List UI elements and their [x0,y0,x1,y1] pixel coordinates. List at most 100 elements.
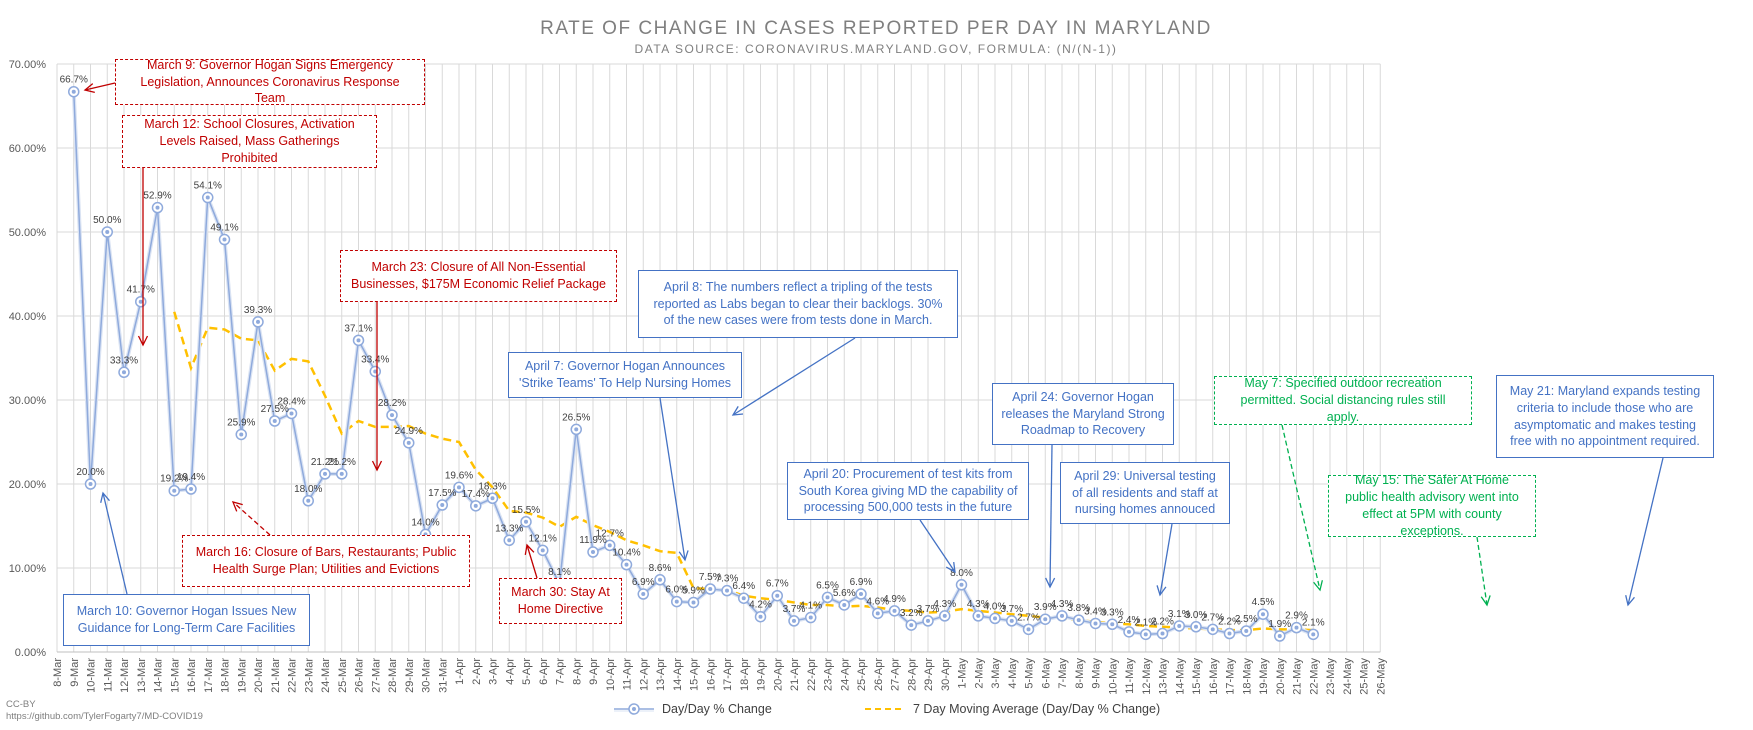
x-tick-label: 6-Apr [538,658,550,685]
x-tick-label: 25-Apr [856,658,868,691]
data-label: 6.5% [816,580,839,591]
annotation-arrowhead [524,543,535,556]
data-point-core [457,485,461,490]
legend-label-day-change: Day/Day % Change [662,702,772,716]
x-tick-label: 8-Apr [571,658,583,685]
x-tick-label: 23-May [1325,658,1337,695]
data-label: 4.3% [1051,599,1074,610]
x-tick-label: 18-Apr [739,658,751,691]
annotation-march-9: March 9: Governor Hogan Signs Emergency … [115,58,425,105]
data-label: 4.2% [749,600,772,611]
data-point-core [205,195,210,200]
annotation-arrowhead [371,460,383,472]
data-label: 3.1% [1168,609,1191,620]
data-label: 17.5% [428,488,456,499]
data-point-core [524,519,528,524]
x-tick-label: 24-May [1342,658,1354,695]
data-label: 52.9% [143,191,171,202]
data-label: 54.1% [194,181,222,192]
data-label: 20.0% [76,467,104,478]
x-tick-label: 13-Apr [655,658,667,691]
x-tick-label: 26-May [1375,658,1387,695]
x-tick-label: 10-Apr [605,658,617,691]
x-tick-label: 29-Apr [923,658,935,691]
x-tick-label: 16-Mar [186,658,198,693]
data-point-core [406,440,411,445]
annotation-arrowhead [1480,595,1491,607]
data-point-core [1127,629,1131,634]
series-line-moving-average [173,311,1314,632]
data-label: 2.9% [1285,611,1308,622]
data-label: 2.2% [1218,617,1241,628]
data-point-core [373,369,378,374]
data-label: 49.1% [210,223,238,234]
data-labels: 66.7% 20.0% 50.0% 33.3% 41.7% 52.9% 19.2%19.4%… [60,75,1325,630]
data-label: 19.2% [160,474,188,485]
data-label: 5.9% [682,585,705,596]
x-tick-label: 12-Apr [638,658,650,691]
data-label: 6.9% [850,577,873,588]
x-tick-label: 17-May [1225,658,1237,695]
data-label: 28.2% [378,398,406,409]
x-tick-label: 5-Apr [521,658,533,685]
x-tick-label: 9-Mar [69,658,81,687]
annotation-march-12: March 12: School Closures, Activation Le… [122,115,377,168]
data-label: 21.2% [311,457,339,468]
x-tick-label: 3-May [990,658,1002,689]
x-tick-label: 21-Mar [270,658,282,693]
legend-item-moving-average: 7 Day Moving Average (Day/Day % Change) [865,702,1160,716]
data-label: 6.7% [766,579,789,590]
data-point-core [976,613,981,618]
annotation-arrowhead [1045,577,1056,589]
data-point-core [1244,629,1249,633]
data-point-core [842,602,847,607]
x-tick-label: 11-Mar [102,658,114,692]
data-label: 3.0% [1185,610,1208,621]
data-label: 18.0% [294,484,322,495]
x-tick-label: 27-Mar [370,658,382,693]
data-point-core [725,588,729,593]
data-label: 27.5% [261,404,289,415]
data-label: 12.1% [529,533,557,544]
x-tick-label: 30-Apr [940,658,952,691]
data-point-core [691,600,696,605]
data-point-core [540,548,545,553]
x-tick-label: 13-Mar [136,658,148,693]
data-label: 2.2% [1151,617,1174,628]
data-label: 6.4% [732,581,755,592]
legend-marker-day-change [614,703,654,715]
data-point-core [239,432,244,437]
data-label: 2.1% [1302,617,1325,628]
x-axis-ticks: 8-Mar 9-Mar 10-Mar 11-Mar 12-Mar 13-Mar 14-Mar… [52,658,1387,695]
data-label: 37.1% [344,323,372,334]
x-tick-label: 12-May [1141,658,1153,695]
y-tick-label: 60.00% [9,143,47,155]
x-tick-label: 20-Mar [253,658,265,693]
data-point-core [473,503,478,508]
data-point-core [339,471,344,476]
x-tick-label: 25-May [1359,658,1371,695]
annotation-arrowhead [678,550,689,562]
data-point-core [1261,612,1265,617]
data-point-core [993,616,997,621]
x-tick-label: 30-Mar [421,658,433,693]
data-point-core [440,503,445,507]
data-point-core [758,614,763,619]
data-point-core [708,587,713,591]
data-point-core [189,487,193,492]
x-tick-label: 1-Apr [454,658,466,685]
data-label: 25.9% [227,417,255,428]
data-label: 8.6% [649,563,672,574]
data-point-core [490,496,495,501]
annotation-arrowhead [945,561,956,574]
annotation-march-23: March 23: Closure of All Non-Essential B… [340,250,617,302]
x-tick-label: 19-Mar [236,658,248,693]
y-tick-label: 50.00% [9,227,47,239]
data-label: 2.5% [1235,614,1258,625]
annotation-arrow [1159,523,1173,596]
x-tick-label: 31-Mar [437,658,449,693]
x-tick-label: 5-May [1024,658,1036,689]
data-label: 19.4% [177,472,205,483]
data-label: 3.2% [900,608,923,619]
